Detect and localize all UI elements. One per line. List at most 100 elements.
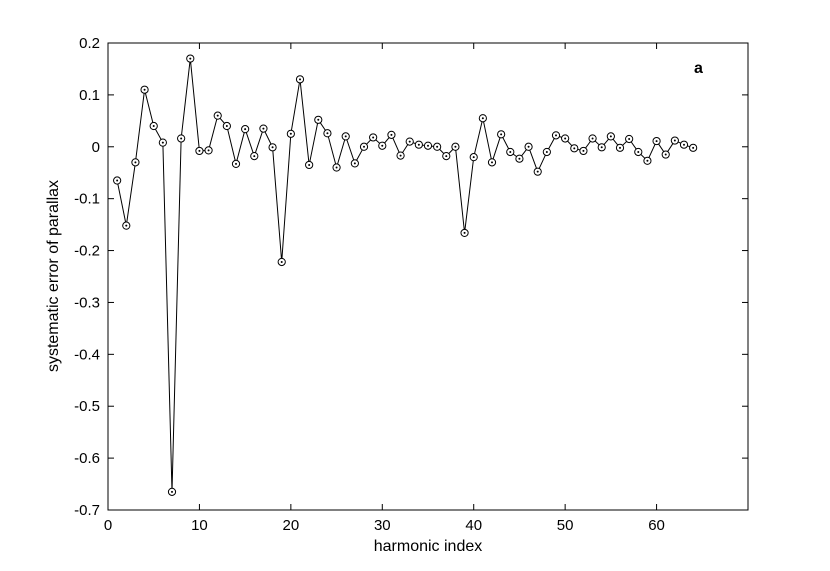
data-point [579,146,588,156]
data-point-dot [180,137,183,140]
data-point [250,152,259,161]
data-point-dot [673,139,676,142]
data-point-dot [116,179,119,182]
data-point [259,124,268,133]
data-point-dot [189,57,192,60]
y-tick-label: -0.1 [74,191,100,208]
y-tick-label: -0.2 [74,243,100,260]
data-point-dot [664,153,667,156]
data-point [414,140,423,149]
data-point [625,134,634,144]
data-point-dot [198,149,201,152]
data-point [204,146,213,155]
data-point-dot [353,162,356,165]
data-point-dot [381,144,384,147]
data-point [670,136,679,145]
data-point-dot [582,149,585,152]
data-point-dot [317,118,320,121]
data-point [195,146,204,156]
data-point-dot [564,137,567,140]
data-point [158,138,167,147]
data-point-dot [445,155,448,158]
data-point-dot [225,125,228,128]
y-tick-label: 0 [92,139,100,156]
data-point-dot [399,154,402,157]
x-tick-label: 0 [104,517,112,534]
data-point [652,136,661,146]
data-point-dot [372,136,375,139]
x-axis-ticks: 0 10 20 30 40 50 60 [104,43,665,534]
data-point [469,153,478,162]
data-point-dot [363,145,365,148]
y-axis-label: systematic error of parallax [45,180,62,372]
data-point-dot [463,231,466,234]
data-point-dot [244,128,247,131]
data-point-dot [500,133,503,136]
data-point-dot [390,133,393,136]
data-point [506,147,515,157]
data-point [478,114,487,123]
data-point-dot [481,117,484,120]
data-point-dot [280,260,283,263]
data-point [332,163,341,172]
data-point-dot [262,127,265,130]
data-point [606,132,615,141]
y-tick-label: -0.4 [74,346,100,363]
data-point [167,487,177,496]
data-point [295,75,305,84]
data-point-dot [609,135,612,138]
data-point [131,158,140,167]
data-point [122,221,131,230]
data-point [679,140,689,149]
data-point-dot [427,144,429,147]
data-point [661,150,670,159]
data-point-dot [555,134,557,137]
data-point [533,167,542,176]
data-point-dot [436,145,439,148]
data-point [634,147,643,157]
data-point [615,143,625,152]
data-point-dot [408,140,411,143]
data-point-dot [545,150,548,153]
series-points [113,54,698,496]
data-point [570,144,579,153]
x-tick-label: 10 [191,517,208,534]
data-point-dot [152,125,155,128]
x-tick-label: 20 [283,517,300,534]
data-point-dot [683,143,685,146]
data-point-dot [591,137,594,140]
y-tick-label: -0.7 [74,502,100,519]
data-point [433,142,442,151]
data-point [341,132,350,141]
data-point [460,228,469,238]
data-point-dot [335,166,338,169]
data-point [451,142,460,151]
data-point-dot [143,88,146,91]
data-point-dot [271,146,274,149]
data-point [597,143,606,152]
data-point [231,159,241,169]
data-point-dot [536,170,539,173]
data-point-dot [472,156,475,159]
data-point [277,257,286,267]
data-point [369,133,378,142]
data-point-dot [628,137,631,140]
data-point [442,152,451,161]
data-point-dot [308,163,311,166]
data-point-dot [216,114,219,117]
y-tick-label: 0.2 [79,35,100,52]
data-point [140,85,149,94]
x-tick-label: 30 [374,517,391,534]
data-point-dot [600,146,603,149]
data-point [689,143,698,152]
plot-area [107,42,749,511]
data-point [588,134,597,143]
data-point [186,54,195,63]
x-tick-label: 40 [465,517,482,534]
data-point [314,115,323,124]
data-point [149,121,158,131]
x-tick-label: 60 [648,517,665,534]
data-point [350,159,359,168]
x-axis-label: harmonic index [374,538,483,555]
